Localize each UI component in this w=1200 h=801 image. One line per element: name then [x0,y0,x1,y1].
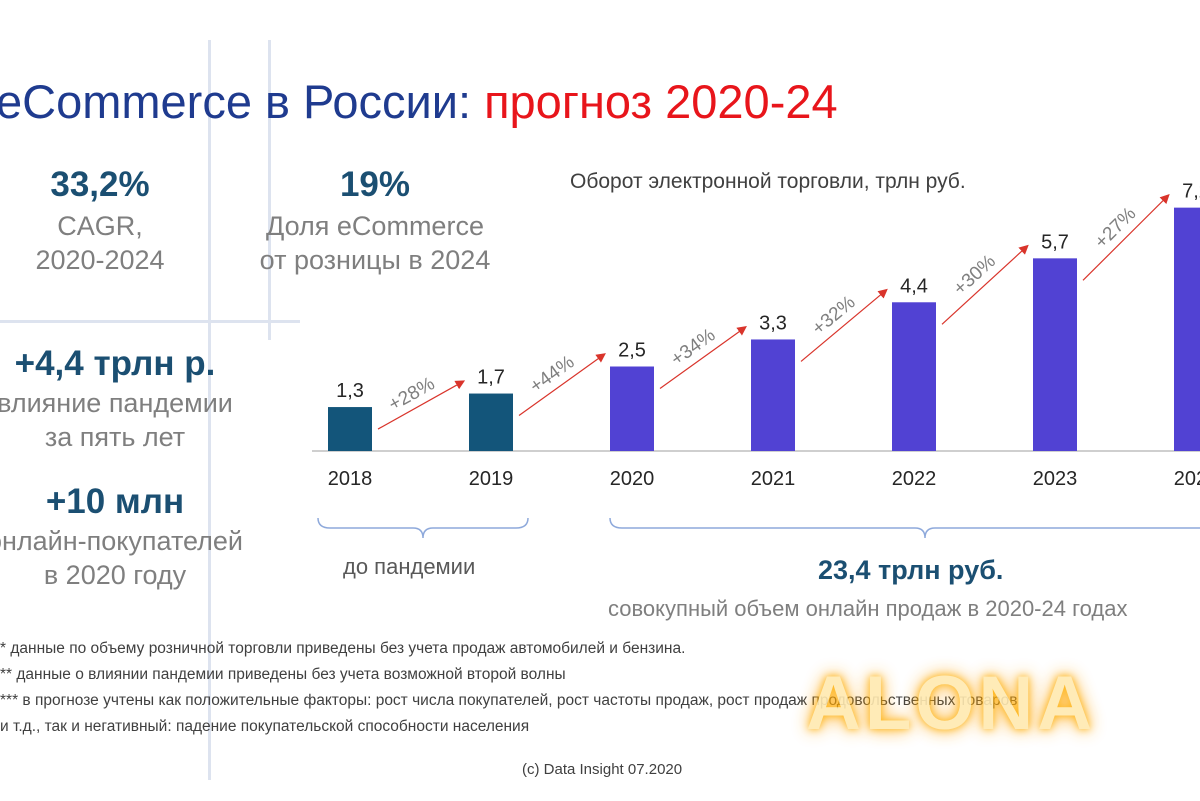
stat-pandemic-line1: влияние пандемии [0,388,233,418]
bar-2021 [751,339,795,451]
brace-forecast [609,517,1200,539]
growth-arrow-3 [659,326,747,389]
bar-2020 [610,366,654,451]
growth-label-5: +30% [950,251,1000,300]
stat-share-line2: от розницы в 2024 [259,245,491,275]
brace-pre-pandemic [317,517,529,539]
bar-2023 [1033,258,1077,451]
total-sales-value: 23,4 трлн руб. [818,555,1004,585]
growth-label-3: +34% [667,325,719,371]
tick-label-2023: 2023 [1033,468,1078,490]
stat-cagr-line2: 2020-2024 [35,245,165,275]
watermark-vline-left [208,40,211,780]
growth-arrow-4 [800,288,888,362]
growth-arrow-5 [941,244,1029,325]
growth-arrow-6 [1082,193,1170,281]
stat-share-value: 19% [339,165,411,204]
value-label-2024: 7,2 [1182,181,1200,203]
source-credit: (c) Data Insight 07.2020 [522,761,683,778]
growth-label-2: +44% [526,352,578,398]
value-label-2020: 2,5 [618,340,646,362]
tick-label-2018: 2018 [328,468,373,490]
tick-label-2024: 2024 [1174,468,1200,490]
stat-cagr: 33,2% CAGR, 2020-2024 [0,165,200,277]
footnote-4: и т.д., так и негативный: падение покупа… [0,718,530,735]
total-sales-caption: совокупный объем онлайн продаж в 2020-24… [608,596,1128,621]
tick-label-2022: 2022 [892,468,937,490]
stat-buyers-line1: онлайн-покупателей [0,526,243,556]
page-title: eCommerce в России: прогноз 2020-24 [0,74,838,129]
stat-cagr-line1: CAGR, [57,211,143,241]
stat-buyers-value: +10 млн [45,482,185,521]
stat-share-line1: Доля eCommerce [266,211,484,241]
tick-label-2021: 2021 [751,468,796,490]
footnote-1: * данные по объему розничной торговли пр… [0,640,686,657]
watermark-hline [0,320,300,323]
stat-buyers-line2: в 2020 году [43,560,187,590]
stat-pandemic-line2: за пять лет [44,422,186,452]
value-label-2023: 5,7 [1041,231,1069,253]
growth-label-4: +32% [808,292,859,340]
bar-2024 [1174,207,1200,451]
value-label-2019: 1,7 [477,367,505,389]
stat-cagr-value: 33,2% [50,165,150,204]
tick-label-2019: 2019 [469,468,514,490]
title-forecast: прогноз 2020-24 [484,75,838,128]
growth-arrow-2 [518,353,606,417]
footnote-3: *** в прогнозе учтены как положительные … [0,692,1018,709]
pre-pandemic-label: до пандемии [343,554,476,579]
title-main: eCommerce в России: [0,75,472,128]
growth-label-6: +27% [1091,203,1141,253]
stat-buyers: +10 млн онлайн-покупателей в 2020 году [0,482,260,592]
value-label-2022: 4,4 [900,275,928,297]
tick-label-2020: 2020 [610,468,655,490]
stat-share: 19% Доля eCommerce от розницы в 2024 [240,165,510,277]
alona-logo: ALONA [806,661,1097,746]
footnote-2: ** данные о влиянии пандемии приведены б… [0,666,566,683]
value-label-2021: 3,3 [759,312,787,334]
stat-pandemic: +4,4 трлн р. влияние пандемии за пять ле… [0,344,260,454]
growth-arrow-1 [377,380,466,430]
watermark-vline-right [268,40,271,340]
stat-pandemic-value: +4,4 трлн р. [14,344,216,383]
bar-2019 [469,393,513,451]
bar-2022 [892,302,936,451]
bar-2018 [328,407,372,451]
growth-label-1: +28% [385,373,438,415]
chart-title: Оборот электронной торговли, трлн руб. [570,170,966,193]
value-label-2018: 1,3 [336,380,364,402]
